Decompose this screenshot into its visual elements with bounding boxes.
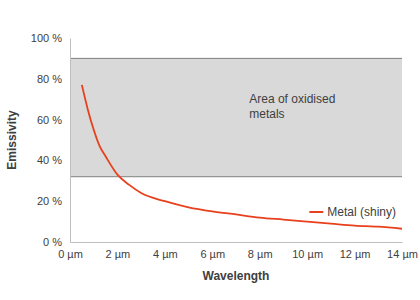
- y-tick-label: 60 %: [37, 114, 62, 126]
- bands: [70, 58, 402, 176]
- x-tick: 12 µm: [340, 242, 371, 260]
- x-axis-title: Wavelength: [203, 269, 270, 283]
- x-tick: 8 µm: [248, 242, 273, 260]
- legend: Metal (shiny): [309, 205, 396, 219]
- annotation: Area of oxidisedmetals: [249, 92, 335, 121]
- annotation-line: Area of oxidised: [249, 92, 335, 106]
- x-tick: 10 µm: [292, 242, 323, 260]
- chart: 0 µm 2 µm 4 µm 6 µm 8 µm 10 µm 12 µm 14 µm 0 % 20…: [0, 0, 420, 300]
- y-tick: 60 %: [37, 114, 70, 126]
- plot: 0 µm 2 µm 4 µm 6 µm 8 µm 10 µm 12 µm 14 µm 0 % 20…: [31, 32, 418, 260]
- y-tick: 100 %: [31, 32, 70, 44]
- y-tick: 0 %: [43, 236, 70, 248]
- y-tick-label: 0 %: [43, 236, 62, 248]
- x-tick-label: 4 µm: [153, 248, 178, 260]
- x-tick-label: 2 µm: [106, 248, 131, 260]
- x-axis: 0 µm 2 µm 4 µm 6 µm 8 µm 10 µm 12 µm 14 µm: [58, 242, 418, 260]
- band: [70, 58, 402, 176]
- x-tick-label: 10 µm: [292, 248, 323, 260]
- series: [82, 85, 402, 229]
- x-tick-label: 8 µm: [248, 248, 273, 260]
- legend-swatch: [309, 211, 323, 213]
- y-axis-line: [70, 39, 71, 243]
- legend-label: Metal (shiny): [327, 205, 396, 219]
- line: [82, 85, 402, 229]
- y-tick: 40 %: [37, 154, 70, 166]
- x-tick-label: 6 µm: [200, 248, 225, 260]
- y-axis-title: Emissivity: [5, 110, 19, 170]
- y-tick-label: 40 %: [37, 154, 62, 166]
- y-tick-label: 20 %: [37, 195, 62, 207]
- x-tick: 2 µm: [106, 242, 131, 260]
- x-tick: 4 µm: [153, 242, 178, 260]
- y-tick: 80 %: [37, 73, 70, 85]
- band-edge: [70, 58, 402, 59]
- x-tick-label: 14 µm: [387, 248, 418, 260]
- x-tick: 6 µm: [200, 242, 225, 260]
- y-tick-label: 80 %: [37, 73, 62, 85]
- x-tick: 14 µm: [387, 242, 418, 260]
- x-tick-label: 12 µm: [340, 248, 371, 260]
- annotation-line: metals: [249, 107, 284, 121]
- y-axis: 0 % 20 % 40 % 60 % 80 % 100 %: [31, 32, 71, 248]
- x-axis-line: [71, 242, 403, 243]
- x-tick-label: 0 µm: [58, 248, 83, 260]
- y-tick-label: 100 %: [31, 32, 62, 44]
- y-tick: 20 %: [37, 195, 70, 207]
